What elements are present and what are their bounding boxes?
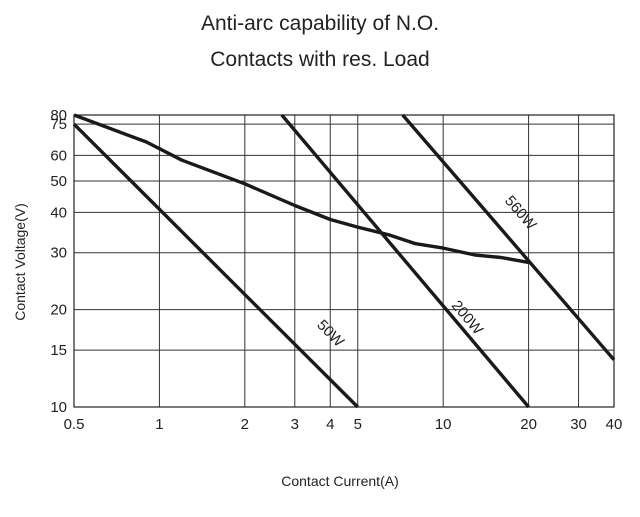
plot-frame: [73, 114, 615, 408]
y-tick-label-7: 75: [50, 116, 67, 133]
x-tick-label-9: 40: [606, 416, 623, 433]
x-tick-label-2: 2: [241, 416, 249, 433]
x-tick-label-4: 4: [326, 416, 334, 433]
series-line-200w: [280, 113, 530, 409]
x-tick-label-3: 3: [291, 416, 299, 433]
x-tick-label-0: 0.5: [64, 416, 85, 433]
y-tick-label-5: 50: [50, 173, 67, 190]
x-tick-label-8: 30: [570, 416, 587, 433]
x-tick-label-6: 10: [435, 416, 452, 433]
x-tick-label-5: 5: [354, 416, 362, 433]
y-tick-label-3: 30: [50, 245, 67, 262]
series-line-560w: [401, 113, 616, 361]
chart-title-line-2: Contacts with res. Load: [210, 48, 429, 71]
y-tick-label-0: 10: [50, 399, 67, 416]
y-axis-label: Contact Voltage(V): [12, 203, 28, 321]
series-line-curve: [73, 113, 529, 265]
y-tick-label-2: 20: [50, 302, 67, 319]
chart-title-line-1: Anti-arc capability of N.O.: [201, 12, 439, 35]
y-tick-label-4: 40: [50, 204, 67, 221]
grid: [73, 114, 615, 408]
x-tick-label-7: 20: [520, 416, 537, 433]
y-tick-label-1: 15: [50, 342, 67, 359]
x-tick-label-1: 1: [155, 416, 163, 433]
y-tick-label-8: 80: [50, 107, 67, 124]
series-line-50w: [72, 122, 359, 409]
x-tick-labels: 0.5 1 2 3 4 5 10 20 30 40: [64, 416, 623, 433]
y-tick-label-6: 60: [50, 147, 67, 164]
x-axis-label: Contact Current(A): [281, 473, 398, 489]
series-label-560w: 560W: [501, 193, 540, 234]
